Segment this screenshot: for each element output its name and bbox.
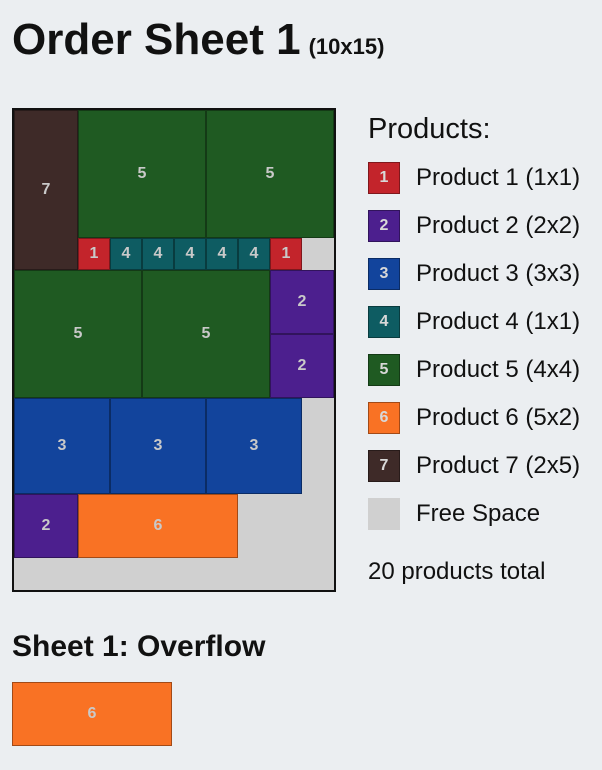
legend-label: Product 2 (2x2) xyxy=(416,212,581,239)
legend-title: Products: xyxy=(368,113,491,145)
legend-item-7: 7 Product 7 (2x5) xyxy=(368,450,580,482)
legend-label: Product 5 (4x4) xyxy=(416,356,581,383)
legend-swatch xyxy=(368,498,400,530)
legend-swatch: 2 xyxy=(368,210,400,242)
legend-label: Product 1 (1x1) xyxy=(416,164,581,191)
product-total: 20 products total xyxy=(368,558,546,585)
product-3-piece: 3 xyxy=(206,398,302,494)
product-2-piece: 2 xyxy=(270,270,334,334)
product-5-piece: 5 xyxy=(142,270,270,398)
legend-swatch: 7 xyxy=(368,450,400,482)
legend-label: Product 7 (2x5) xyxy=(416,452,581,479)
legend-swatch: 1 xyxy=(368,162,400,194)
legend-label: Product 4 (1x1) xyxy=(416,308,581,335)
legend-swatch: 3 xyxy=(368,258,400,290)
product-4-piece: 4 xyxy=(142,238,174,270)
product-5-piece: 5 xyxy=(14,270,142,398)
title-text: Order Sheet 1 xyxy=(12,15,301,64)
sheet-dimensions: (10x15) xyxy=(308,34,385,59)
product-3-piece: 3 xyxy=(110,398,206,494)
product-legend: 1 Product 1 (1x1) 2 Product 2 (2x2) 3 Product… xyxy=(368,162,580,546)
product-4-piece: 4 xyxy=(206,238,238,270)
overflow-area: 6 xyxy=(12,682,172,746)
legend-swatch: 6 xyxy=(368,402,400,434)
legend-label: Free Space xyxy=(416,500,541,527)
legend-swatch: 5 xyxy=(368,354,400,386)
legend-item-3: 3 Product 3 (3x3) xyxy=(368,258,580,290)
legend-swatch: 4 xyxy=(368,306,400,338)
legend-item-6: 6 Product 6 (5x2) xyxy=(368,402,580,434)
legend-item-5: 5 Product 5 (4x4) xyxy=(368,354,580,386)
product-4-piece: 4 xyxy=(174,238,206,270)
legend-item-2: 2 Product 2 (2x2) xyxy=(368,210,580,242)
product-1-piece: 1 xyxy=(270,238,302,270)
product-2-piece: 2 xyxy=(14,494,78,558)
product-6-piece: 6 xyxy=(78,494,238,558)
product-3-piece: 3 xyxy=(14,398,110,494)
legend-item-4: 4 Product 4 (1x1) xyxy=(368,306,580,338)
legend-label: Product 3 (3x3) xyxy=(416,260,581,287)
legend-item-free: Free Space xyxy=(368,498,580,530)
product-6-piece: 6 xyxy=(12,682,172,746)
product-4-piece: 4 xyxy=(110,238,142,270)
product-7-piece: 7 xyxy=(14,110,78,270)
product-5-piece: 5 xyxy=(206,110,334,238)
legend-label: Product 6 (5x2) xyxy=(416,404,581,431)
overflow-title: Sheet 1: Overflow xyxy=(12,630,266,663)
product-2-piece: 2 xyxy=(270,334,334,398)
product-1-piece: 1 xyxy=(78,238,110,270)
product-5-piece: 5 xyxy=(78,110,206,238)
product-4-piece: 4 xyxy=(238,238,270,270)
page-title: Order Sheet 1 (10x15) xyxy=(12,14,384,73)
legend-item-1: 1 Product 1 (1x1) xyxy=(368,162,580,194)
